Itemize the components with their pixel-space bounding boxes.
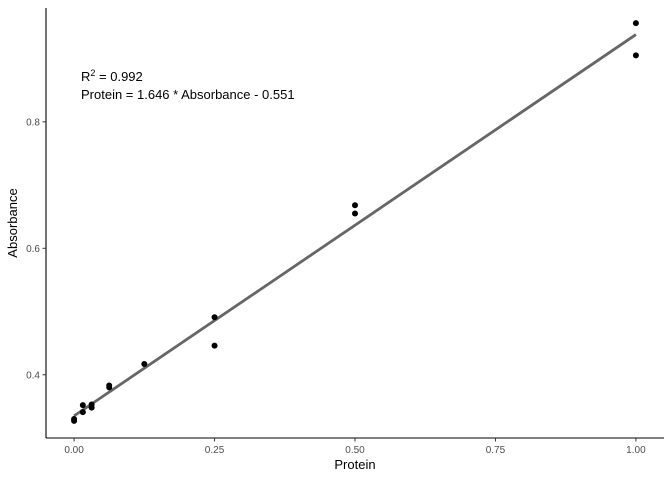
x-tick-label: 0.75 — [486, 445, 506, 456]
regression-line — [73, 33, 637, 418]
x-tick-label: 0.00 — [64, 445, 84, 456]
r2-superscript: 2 — [90, 68, 95, 78]
data-point — [211, 342, 218, 349]
y-tick-label: 0.4 — [26, 370, 40, 381]
x-tick-label: 1.00 — [626, 445, 646, 456]
x-axis-title: Protein — [334, 457, 375, 472]
r-squared-annotation: R2 = 0.992 — [81, 68, 143, 84]
data-point — [79, 402, 86, 409]
y-axis-ticks: 0.4 0.6 0.8 — [26, 117, 46, 381]
x-tick-label: 0.25 — [205, 445, 225, 456]
data-points — [71, 20, 639, 424]
data-point — [352, 210, 358, 217]
data-point — [141, 361, 148, 368]
data-point — [79, 409, 86, 416]
data-point — [632, 20, 639, 27]
r2-prefix: R — [81, 69, 90, 84]
plot-area — [71, 20, 639, 424]
y-tick-label: 0.8 — [26, 117, 40, 128]
data-point — [106, 382, 113, 389]
data-point — [352, 202, 358, 209]
data-point — [71, 416, 78, 423]
regression-equation: Protein = 1.646 * Absorbance - 0.551 — [81, 87, 295, 102]
data-point — [211, 314, 218, 321]
data-point — [88, 401, 95, 408]
r2-value: = 0.992 — [95, 69, 142, 84]
data-point — [632, 52, 639, 59]
y-axis-title: Absorbance — [5, 188, 20, 257]
y-tick-label: 0.6 — [26, 244, 40, 255]
x-axis-ticks: 0.00 0.25 0.50 0.75 1.00 — [64, 438, 646, 456]
x-tick-label: 0.50 — [345, 445, 365, 456]
